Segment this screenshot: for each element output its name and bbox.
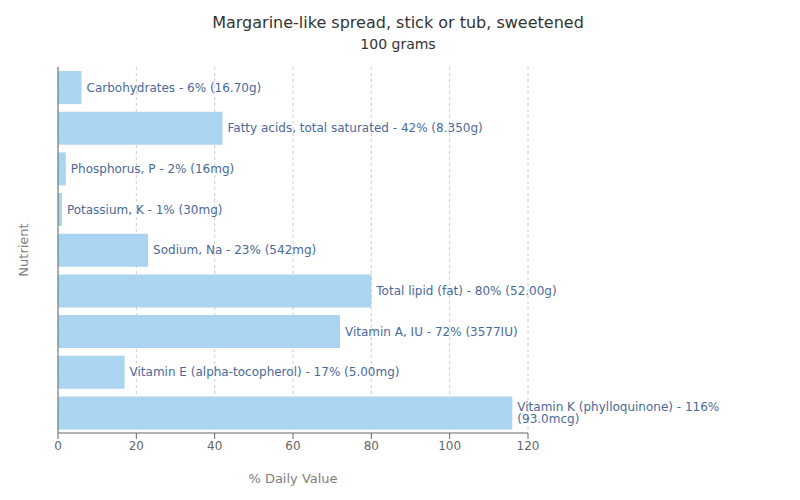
svg-text:Potassium, K - 1% (30mg): Potassium, K - 1% (30mg) [67,203,223,217]
svg-text:Phosphorus, P - 2% (16mg): Phosphorus, P - 2% (16mg) [71,162,234,176]
svg-text:120: 120 [517,439,540,453]
svg-text:60: 60 [285,439,300,453]
svg-text:Carbohydrates - 6% (16.70g): Carbohydrates - 6% (16.70g) [87,81,262,95]
html-text:Margarine-like spread, stick o: Margarine-like spread, stick or tub, swe… [212,13,584,32]
svg-text:% Daily Value: % Daily Value [248,471,337,486]
html-text:100 grams: 100 grams [360,36,436,52]
svg-text:Fatty acids, total saturated -: Fatty acids, total saturated - 42% (8.35… [228,121,483,135]
svg-text:0: 0 [54,439,62,453]
svg-text:Vitamin A, IU - 72% (3577IU): Vitamin A, IU - 72% (3577IU) [345,325,518,339]
svg-text:Vitamin K (phylloquinone) - 11: Vitamin K (phylloquinone) - 116%(93.0mcg… [517,400,719,426]
svg-text:Vitamin E (alpha-tocopherol) -: Vitamin E (alpha-tocopherol) - 17% (5.00… [130,365,400,379]
svg-text:Sodium, Na - 23% (542mg): Sodium, Na - 23% (542mg) [153,243,316,257]
svg-text:80: 80 [364,439,379,453]
svg-text:40: 40 [207,439,222,453]
svg-text:Nutrient: Nutrient [16,223,31,276]
svg-text:Total lipid (fat) - 80% (52.00: Total lipid (fat) - 80% (52.00g) [375,284,556,298]
svg-text:100: 100 [438,439,461,453]
svg-text:20: 20 [129,439,144,453]
